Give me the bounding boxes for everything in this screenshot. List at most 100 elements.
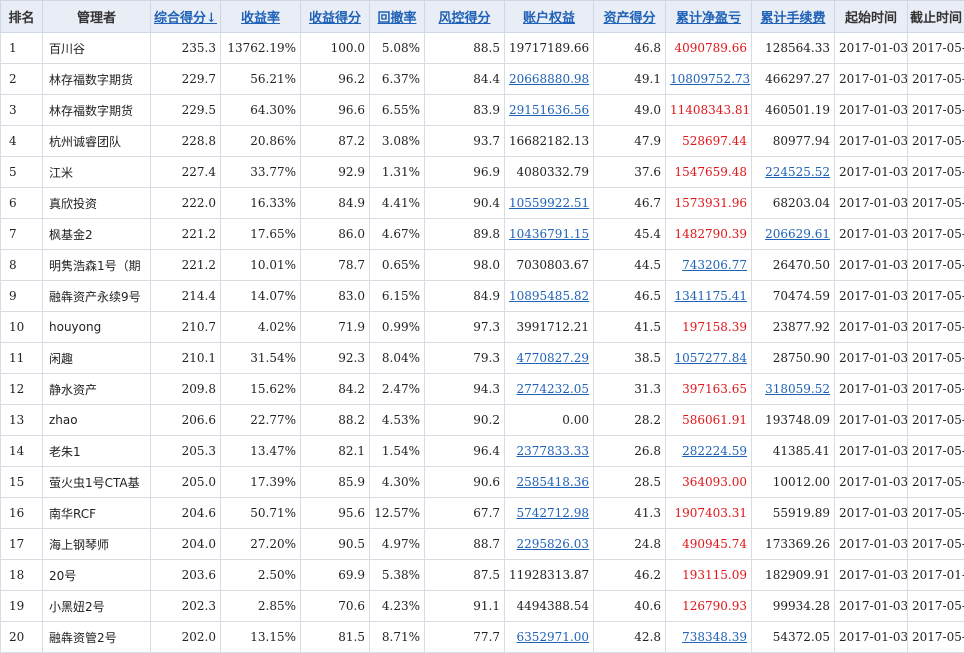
net-pnl-cell[interactable]: 1341175.41 (666, 281, 752, 312)
fees-cell[interactable]: 224525.52 (752, 157, 835, 188)
header-account-equity[interactable]: 账户权益 (505, 1, 594, 33)
sort-drawdown-link[interactable]: 回撤率 (377, 11, 416, 26)
header-net-pnl[interactable]: 累计净盈亏 (666, 1, 752, 33)
account-equity-cell[interactable]: 2774232.05 (505, 374, 594, 405)
account-equity-cell[interactable]: 10559922.51 (505, 188, 594, 219)
rank-cell: 8 (1, 250, 43, 281)
net-pnl-link[interactable]: 1057277.84 (674, 351, 747, 365)
sort-risk-score-link[interactable]: 风控得分 (438, 11, 490, 26)
return-score-cell: 92.3 (301, 343, 370, 374)
rank-cell: 12 (1, 374, 43, 405)
end-date-cell: 2017-05-22 (908, 188, 964, 219)
net-pnl-cell[interactable]: 743206.77 (666, 250, 752, 281)
fees-cell: 23877.92 (752, 312, 835, 343)
rank-cell: 13 (1, 405, 43, 436)
start-date-cell: 2017-01-03 (835, 312, 908, 343)
manager-cell: houyong (43, 312, 151, 343)
return-rate-cell: 15.62% (221, 374, 301, 405)
account-equity-cell[interactable]: 10895485.82 (505, 281, 594, 312)
account-equity-link[interactable]: 2774232.05 (516, 382, 589, 396)
fees-link[interactable]: 318059.52 (765, 382, 830, 396)
header-asset-score[interactable]: 资产得分 (594, 1, 666, 33)
end-date-cell: 2017-01-13 (908, 560, 964, 591)
risk-score-cell: 96.9 (425, 157, 505, 188)
end-date-cell: 2017-05-22 (908, 157, 964, 188)
header-risk-score[interactable]: 风控得分 (425, 1, 505, 33)
account-equity-link[interactable]: 10559922.51 (509, 196, 589, 210)
fees-link[interactable]: 206629.61 (765, 227, 830, 241)
asset-score-cell: 44.5 (594, 250, 666, 281)
account-equity-link[interactable]: 2377833.33 (516, 444, 589, 458)
net-pnl-cell[interactable]: 282224.59 (666, 436, 752, 467)
manager-cell: 融犇资产永续9号 (43, 281, 151, 312)
header-return-rate[interactable]: 收益率 (221, 1, 301, 33)
risk-score-cell: 88.7 (425, 529, 505, 560)
composite-score-cell: 221.2 (151, 219, 221, 250)
sort-return-rate-link[interactable]: 收益率 (241, 11, 280, 26)
net-pnl-cell: 4090789.66 (666, 33, 752, 64)
account-equity-link[interactable]: 29151636.56 (509, 103, 589, 117)
start-date-cell: 2017-01-03 (835, 467, 908, 498)
risk-score-cell: 84.4 (425, 64, 505, 95)
net-pnl-cell: 1482790.39 (666, 219, 752, 250)
net-pnl-cell[interactable]: 738348.39 (666, 622, 752, 653)
account-equity-cell[interactable]: 2585418.36 (505, 467, 594, 498)
sort-composite-score-link[interactable]: 综合得分↓ (154, 11, 217, 26)
sort-return-score-link[interactable]: 收益得分 (309, 11, 361, 26)
account-equity-link[interactable]: 20668880.98 (509, 72, 589, 86)
account-equity-cell[interactable]: 2295826.03 (505, 529, 594, 560)
account-equity-cell[interactable]: 20668880.98 (505, 64, 594, 95)
sort-net-pnl-link[interactable]: 累计净盈亏 (676, 11, 741, 26)
header-fees[interactable]: 累计手续费 (752, 1, 835, 33)
manager-cell: 静水资产 (43, 374, 151, 405)
net-pnl-link[interactable]: 1341175.41 (674, 289, 747, 303)
fees-cell: 54372.05 (752, 622, 835, 653)
return-score-cell: 85.9 (301, 467, 370, 498)
net-pnl-link[interactable]: 738348.39 (682, 630, 747, 644)
account-equity-cell[interactable]: 6352971.00 (505, 622, 594, 653)
fees-cell[interactable]: 206629.61 (752, 219, 835, 250)
account-equity-link[interactable]: 10895485.82 (509, 289, 589, 303)
net-pnl-link[interactable]: 282224.59 (682, 444, 747, 458)
risk-score-cell: 90.4 (425, 188, 505, 219)
sort-asset-score-link[interactable]: 资产得分 (603, 11, 655, 26)
return-score-cell: 88.2 (301, 405, 370, 436)
header-composite-score[interactable]: 综合得分↓ (151, 1, 221, 33)
account-equity-link[interactable]: 10436791.15 (509, 227, 589, 241)
account-equity-link[interactable]: 2295826.03 (516, 537, 589, 551)
asset-score-cell: 49.1 (594, 64, 666, 95)
drawdown-cell: 5.08% (370, 33, 425, 64)
header-return-score[interactable]: 收益得分 (301, 1, 370, 33)
account-equity-link[interactable]: 2585418.36 (516, 475, 589, 489)
return-rate-cell: 4.02% (221, 312, 301, 343)
end-date-cell: 2017-05-22 (908, 95, 964, 126)
end-date-cell: 2017-05-22 (908, 467, 964, 498)
composite-score-cell: 204.6 (151, 498, 221, 529)
account-equity-link[interactable]: 5742712.98 (516, 506, 589, 520)
account-equity-cell[interactable]: 29151636.56 (505, 95, 594, 126)
account-equity-link[interactable]: 6352971.00 (516, 630, 589, 644)
net-pnl-link[interactable]: 743206.77 (682, 258, 747, 272)
account-equity-link[interactable]: 4770827.29 (516, 351, 589, 365)
account-equity-cell[interactable]: 4770827.29 (505, 343, 594, 374)
net-pnl-cell[interactable]: 1057277.84 (666, 343, 752, 374)
net-pnl-cell: 193115.09 (666, 560, 752, 591)
account-equity-cell[interactable]: 2377833.33 (505, 436, 594, 467)
account-equity-cell[interactable]: 10436791.15 (505, 219, 594, 250)
rank-cell: 19 (1, 591, 43, 622)
sort-fees-link[interactable]: 累计手续费 (760, 11, 825, 26)
account-equity-cell[interactable]: 5742712.98 (505, 498, 594, 529)
fees-cell[interactable]: 318059.52 (752, 374, 835, 405)
sort-account-equity-link[interactable]: 账户权益 (523, 11, 575, 26)
net-pnl-cell: 490945.74 (666, 529, 752, 560)
net-pnl-link[interactable]: 10809752.73 (670, 72, 750, 86)
header-drawdown[interactable]: 回撤率 (370, 1, 425, 33)
fees-cell: 99934.28 (752, 591, 835, 622)
fees-link[interactable]: 224525.52 (765, 165, 830, 179)
net-pnl-cell[interactable]: 10809752.73 (666, 64, 752, 95)
return-score-cell: 86.0 (301, 219, 370, 250)
